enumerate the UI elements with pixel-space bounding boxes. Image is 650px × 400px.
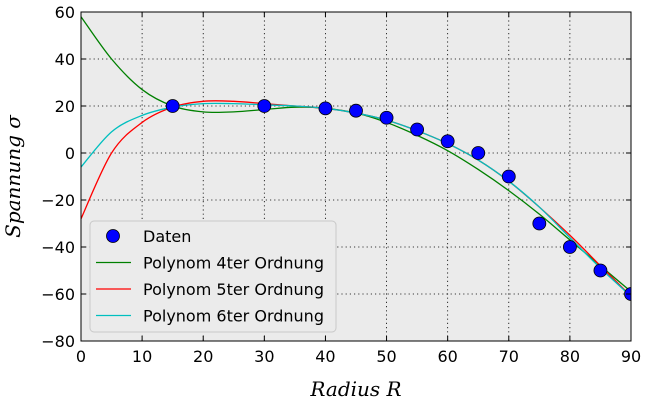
x-tick-label: 30 xyxy=(254,347,274,366)
y-tick-label: −20 xyxy=(41,191,75,210)
legend-label: Polynom 5ter Ordnung xyxy=(143,280,324,299)
legend-label: Polynom 6ter Ordnung xyxy=(143,307,324,326)
y-tick-label: 0 xyxy=(65,144,75,163)
x-tick-label: 60 xyxy=(437,347,457,366)
data-point xyxy=(501,169,516,184)
x-tick-label: 50 xyxy=(376,347,396,366)
data-point xyxy=(471,146,486,160)
y-tick-label: 60 xyxy=(55,3,75,22)
data-point xyxy=(593,263,608,278)
data-point xyxy=(532,216,547,231)
y-axis-title: Spannung σ xyxy=(1,114,25,238)
legend-label: Polynom 4ter Ordnung xyxy=(143,254,324,273)
plot-frame xyxy=(80,11,632,342)
x-tick-label: 40 xyxy=(315,347,335,366)
series-layer xyxy=(81,16,631,301)
data-point xyxy=(440,134,455,149)
x-tick-label: 20 xyxy=(193,347,213,366)
data-point xyxy=(410,122,425,137)
x-tick-label: 90 xyxy=(621,347,641,366)
x-tick-label: 10 xyxy=(132,347,152,366)
y-tick-label: 40 xyxy=(55,50,75,69)
y-tick-label: −80 xyxy=(41,332,75,351)
y-tick-label: 20 xyxy=(55,97,75,116)
legend: Daten Polynom 4ter Ordnung Polynom 5ter Or… xyxy=(89,220,337,333)
ticks: 0 10 20 30 40 50 60 70 80 90 −80 −60 −40 −20 0 20 40 60 xyxy=(41,3,641,366)
y-tick-label: −60 xyxy=(41,285,75,304)
x-axis-title: Radius R xyxy=(309,377,401,400)
x-tick-label: 70 xyxy=(499,347,519,366)
legend-label: Daten xyxy=(143,227,191,246)
data-point xyxy=(318,101,333,116)
legend-box xyxy=(89,220,337,333)
data-point xyxy=(562,240,577,254)
y-tick-label: −40 xyxy=(41,238,75,257)
x-tick-label: 80 xyxy=(560,347,580,366)
x-tick-label: 0 xyxy=(76,347,86,366)
data-point xyxy=(257,99,272,113)
legend-marker xyxy=(106,229,120,243)
data-point xyxy=(165,99,180,113)
data-point xyxy=(349,103,363,118)
data-point xyxy=(379,110,394,125)
